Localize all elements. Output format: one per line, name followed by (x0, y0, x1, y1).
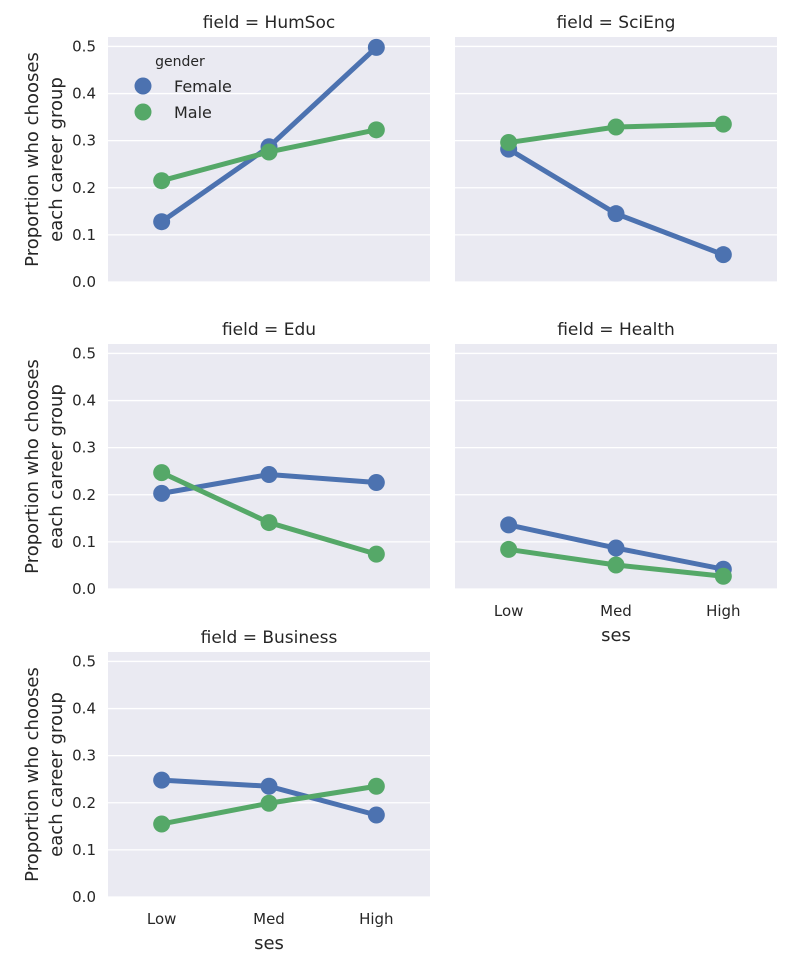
x-axis-label: ses (254, 933, 284, 954)
y-axis-label: Proportion who chooses each career group (22, 359, 67, 574)
y-axis-label-line: Proportion who chooses (22, 52, 43, 267)
data-point-female (153, 484, 171, 502)
x-axis-label: ses (601, 625, 631, 646)
data-point-male (607, 556, 625, 574)
panel-0: field = HumSoc 0.0 0.1 0.2 0.3 0.4 0.5 Proporti… (22, 13, 430, 291)
panel-2: field = Edu 0.0 0.1 0.2 0.3 0.4 0.5 Proportion … (22, 320, 430, 598)
data-point-female (260, 466, 278, 484)
y-axis-label-line: Proportion who chooses (22, 667, 43, 882)
y-tick-label: 0.2 (72, 179, 96, 197)
panel-title: field = HumSoc (203, 13, 335, 33)
data-point-male (607, 118, 625, 136)
data-point-female (607, 205, 625, 223)
y-tick-label: 0.2 (72, 486, 96, 504)
y-axis-label: Proportion who chooses each career group (22, 667, 67, 882)
y-tick-label: 0.5 (72, 344, 96, 362)
y-tick-label: 0.4 (72, 392, 96, 410)
panel-title: field = SciEng (557, 13, 676, 33)
y-axis-label-line: each career group (46, 77, 67, 242)
data-point-female (260, 777, 278, 795)
y-tick-label: 0.5 (72, 37, 96, 55)
y-tick-label: 0.0 (72, 580, 96, 598)
x-tick-label: Low (147, 910, 177, 928)
data-point-female (714, 246, 732, 264)
data-point-female (153, 213, 171, 231)
y-tick-label: 0.3 (72, 747, 96, 765)
y-tick-label: 0.0 (72, 888, 96, 906)
y-tick-label: 0.1 (72, 226, 96, 244)
data-point-female (367, 806, 385, 824)
legend-marker (134, 103, 152, 121)
x-tick-label: Med (600, 602, 632, 620)
data-point-male (260, 143, 278, 161)
y-tick-label: 0.3 (72, 132, 96, 150)
legend-title: gender (155, 54, 205, 70)
y-tick-label: 0.2 (72, 794, 96, 812)
data-point-male (260, 514, 278, 532)
y-axis-label: Proportion who chooses each career group (22, 52, 67, 267)
panel-title: field = Health (557, 320, 675, 340)
y-tick-label: 0.1 (72, 841, 96, 859)
data-point-male (714, 567, 732, 585)
y-tick-label: 0.5 (72, 652, 96, 670)
x-tick-label: Med (253, 910, 285, 928)
y-tick-label: 0.4 (72, 700, 96, 718)
data-point-male (260, 794, 278, 812)
data-point-female (153, 771, 171, 789)
data-point-female (367, 474, 385, 492)
data-point-male (367, 121, 385, 139)
data-point-female (367, 38, 385, 56)
data-point-male (367, 777, 385, 795)
data-point-male (500, 540, 518, 558)
panel-title: field = Business (201, 628, 338, 648)
y-tick-label: 0.0 (72, 273, 96, 291)
x-tick-label: High (359, 910, 393, 928)
y-axis-label-line: each career group (46, 384, 67, 549)
y-tick-label: 0.3 (72, 439, 96, 457)
panel-4: field = Business 0.0 0.1 0.2 0.3 0.4 0.5 Propor… (22, 628, 430, 954)
legend-marker (134, 77, 152, 95)
panel-1: field = SciEng (455, 13, 777, 283)
data-point-male (500, 134, 518, 152)
data-point-male (714, 115, 732, 133)
x-tick-label: Low (494, 602, 524, 620)
panel-title: field = Edu (222, 320, 316, 340)
y-axis-label-line: each career group (46, 692, 67, 857)
data-point-male (367, 545, 385, 563)
legend-label: Male (174, 103, 212, 122)
y-tick-label: 0.1 (72, 533, 96, 551)
y-axis-label-line: Proportion who chooses (22, 359, 43, 574)
data-point-male (153, 464, 171, 482)
data-point-female (607, 539, 625, 557)
panel-background (455, 37, 777, 282)
x-tick-label: High (706, 602, 740, 620)
panel-3: field = Health Low Med High ses (455, 320, 777, 646)
data-point-male (153, 815, 171, 833)
legend-label: Female (174, 77, 232, 96)
data-point-male (153, 172, 171, 190)
data-point-female (500, 516, 518, 534)
legend: gender Female Male (134, 54, 232, 122)
y-tick-label: 0.4 (72, 85, 96, 103)
